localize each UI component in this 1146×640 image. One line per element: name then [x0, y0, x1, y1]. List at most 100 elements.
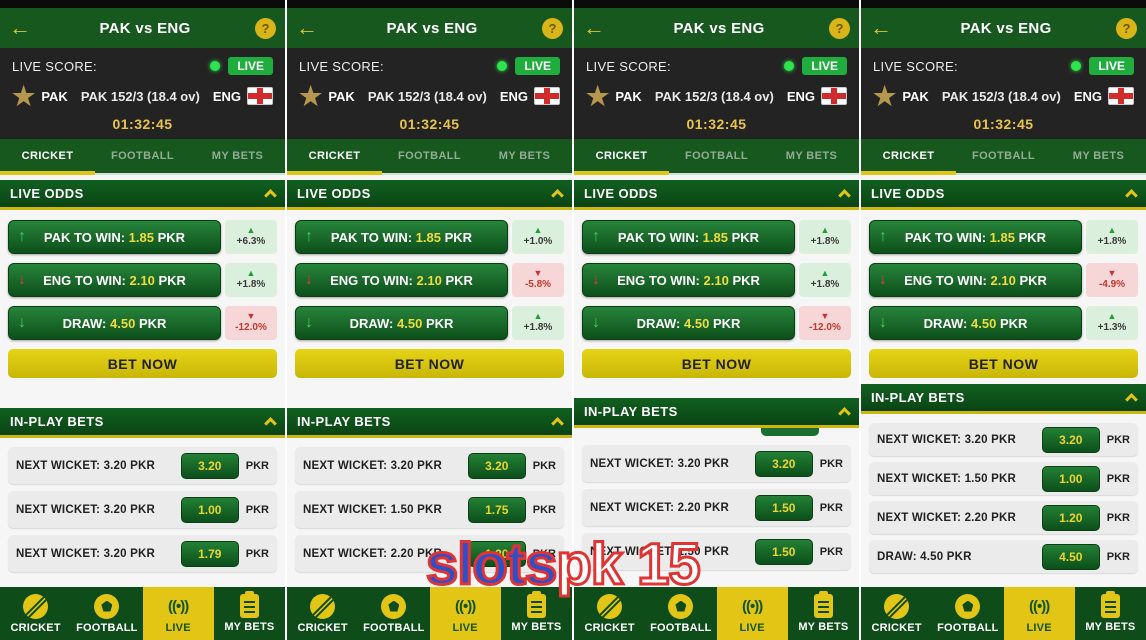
odds-button[interactable]: ENG TO WIN: 2.10 PKR: [582, 263, 795, 297]
odds-button[interactable]: PAK TO WIN: 1.85 PKR: [295, 220, 508, 254]
nav-football[interactable]: FOOTBALL: [358, 587, 429, 640]
help-icon[interactable]: ?: [542, 17, 563, 39]
back-arrow-icon[interactable]: ←: [870, 15, 892, 40]
inplay-odds-button[interactable]: 3.20: [754, 450, 813, 477]
inplay-odds-button[interactable]: 1.00: [180, 496, 239, 523]
odds-button[interactable]: DRAW: 4.50 PKR: [869, 306, 1082, 340]
bet-now-button[interactable]: BET NOW: [869, 349, 1138, 378]
home-team-label: PAK: [615, 88, 642, 104]
odds-label: DRAW: 4.50 PKR: [636, 315, 741, 331]
tab-cricket[interactable]: CRICKET: [0, 139, 95, 175]
tab-football[interactable]: FOOTBALL: [397, 150, 462, 162]
nav-label: LIVE: [1026, 621, 1052, 634]
inplay-bets-list: NEXT WICKET: 3.20 PKR 3.20 PKR NEXT WICK…: [0, 438, 285, 572]
inplay-bet-label: NEXT WICKET: 3.20 PKR: [16, 503, 156, 516]
nav-my-bets[interactable]: MY BETS: [214, 587, 285, 640]
odds-button[interactable]: ENG TO WIN: 2.10 PKR: [869, 263, 1082, 297]
nav-cricket[interactable]: CRICKET: [0, 587, 71, 640]
currency-label: PKR: [245, 459, 269, 472]
nav-my-bets[interactable]: MY BETS: [1075, 587, 1146, 640]
live-odds-header[interactable]: LIVE ODDS: [287, 180, 572, 210]
help-icon[interactable]: ?: [829, 17, 850, 39]
odds-button[interactable]: DRAW: 4.50 PKR: [295, 306, 508, 340]
nav-label: MY BETS: [511, 621, 562, 633]
in-play-header[interactable]: IN-PLAY BETS: [861, 384, 1146, 414]
cricket-ball-icon: [597, 593, 623, 619]
back-arrow-icon[interactable]: ←: [583, 15, 605, 40]
nav-live[interactable]: LIVE: [142, 587, 214, 640]
inplay-odds-button[interactable]: 1.20: [1041, 504, 1100, 531]
nav-cricket[interactable]: CRICKET: [287, 587, 358, 640]
tab-cricket[interactable]: CRICKET: [287, 139, 382, 175]
nav-football[interactable]: FOOTBALL: [932, 587, 1003, 640]
odds-button[interactable]: ENG TO WIN: 2.10 PKR: [295, 263, 508, 297]
odds-button[interactable]: ENG TO WIN: 2.10 PKR: [8, 263, 221, 297]
bet-now-button[interactable]: BET NOW: [295, 349, 564, 378]
away-team-label: ENG: [1073, 88, 1102, 104]
odds-button[interactable]: PAK TO WIN: 1.85 PKR: [8, 220, 221, 254]
inplay-bet-label: NEXT WICKET: 1.50 PKR: [877, 472, 1017, 485]
nav-my-bets[interactable]: MY BETS: [501, 587, 572, 640]
tab-my-bets[interactable]: MY BETS: [785, 150, 838, 162]
top-tab-bar: CRICKET FOOTBALL MY BETS: [861, 139, 1146, 175]
bottom-nav-bar: CRICKET FOOTBALL LIVE MY BETS: [0, 587, 285, 640]
live-odds-header[interactable]: LIVE ODDS: [861, 180, 1146, 210]
live-odds-header[interactable]: LIVE ODDS: [0, 180, 285, 210]
nav-label: FOOTBALL: [76, 621, 138, 634]
live-score-section: LIVE SCORE: LIVE ★ PAK PAK 152/3 (18.4 o…: [287, 48, 572, 139]
inplay-odds-button[interactable]: 1.50: [754, 538, 813, 565]
tab-my-bets[interactable]: MY BETS: [498, 150, 551, 162]
odds-label: ENG TO WIN: 2.10 PKR: [617, 272, 760, 288]
nav-cricket[interactable]: CRICKET: [574, 587, 645, 640]
inplay-odds-button[interactable]: 1.79: [180, 540, 239, 567]
odds-label: DRAW: 4.50 PKR: [349, 315, 454, 331]
tab-my-bets[interactable]: MY BETS: [211, 150, 264, 162]
inplay-odds-button[interactable]: 1.50: [754, 494, 813, 521]
tab-football[interactable]: FOOTBALL: [684, 150, 749, 162]
odds-button[interactable]: DRAW: 4.50 PKR: [8, 306, 221, 340]
trend-arrow-icon: [879, 315, 887, 331]
nav-football[interactable]: FOOTBALL: [645, 587, 716, 640]
nav-football[interactable]: FOOTBALL: [71, 587, 142, 640]
inplay-odds-button[interactable]: 1.00: [1041, 465, 1100, 492]
inplay-odds-button[interactable]: 3.20: [1041, 426, 1100, 453]
trend-arrow-icon: [879, 229, 887, 245]
change-badge: +1.0%: [512, 220, 564, 254]
nav-my-bets[interactable]: MY BETS: [788, 587, 859, 640]
score-text: PAK 152/3 (18.4 ov): [941, 88, 1061, 104]
trend-arrow-icon: [18, 315, 26, 331]
live-odds-header[interactable]: LIVE ODDS: [574, 180, 859, 210]
tab-football[interactable]: FOOTBALL: [110, 150, 175, 162]
inplay-odds-button[interactable]: 4.50: [1041, 543, 1100, 570]
nav-live[interactable]: LIVE: [1003, 587, 1075, 640]
tab-cricket[interactable]: CRICKET: [574, 139, 669, 175]
chevron-up-icon: [264, 189, 277, 202]
bet-now-button[interactable]: BET NOW: [8, 349, 277, 378]
nav-label: CRICKET: [297, 621, 348, 634]
inplay-bet-row: NEXT WICKET: 2.20 PKR 1.20 PKR: [869, 501, 1138, 534]
help-icon[interactable]: ?: [255, 17, 276, 39]
in-play-header[interactable]: IN-PLAY BETS: [287, 408, 572, 438]
live-odds-title: LIVE ODDS: [297, 186, 371, 201]
tab-cricket[interactable]: CRICKET: [861, 139, 956, 175]
tab-football[interactable]: FOOTBALL: [971, 150, 1036, 162]
inplay-odds-button[interactable]: 3.20: [180, 452, 239, 479]
back-arrow-icon[interactable]: ←: [296, 15, 318, 40]
nav-live[interactable]: LIVE: [429, 587, 501, 640]
in-play-header[interactable]: IN-PLAY BETS: [574, 398, 859, 428]
bet-now-button[interactable]: BET NOW: [582, 349, 851, 378]
inplay-odds-button[interactable]: 3.20: [467, 452, 526, 479]
in-play-header[interactable]: IN-PLAY BETS: [0, 408, 285, 438]
odds-button[interactable]: PAK TO WIN: 1.85 PKR: [582, 220, 795, 254]
nav-cricket[interactable]: CRICKET: [861, 587, 932, 640]
currency-label: PKR: [1106, 550, 1130, 563]
inplay-odds-button[interactable]: 1.75: [467, 496, 526, 523]
help-icon[interactable]: ?: [1116, 17, 1137, 39]
inplay-odds-button[interactable]: 1.20: [467, 540, 526, 567]
tab-my-bets[interactable]: MY BETS: [1072, 150, 1125, 162]
back-arrow-icon[interactable]: ←: [9, 15, 31, 40]
odds-button[interactable]: PAK TO WIN: 1.85 PKR: [869, 220, 1082, 254]
odds-button[interactable]: DRAW: 4.50 PKR: [582, 306, 795, 340]
change-badge: -5.8%: [512, 263, 564, 297]
nav-live[interactable]: LIVE: [716, 587, 788, 640]
